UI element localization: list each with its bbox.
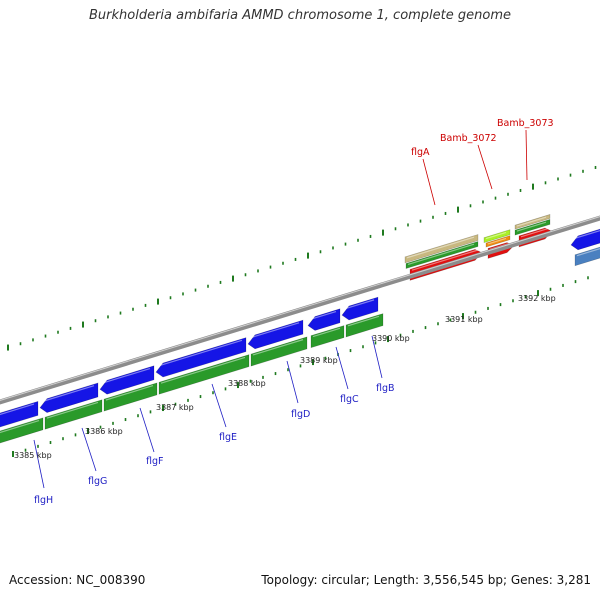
gene-bar-flgB-shine xyxy=(347,315,380,327)
cds-arrow-flgB-shine xyxy=(343,299,375,310)
gene-bar-flgF-shine xyxy=(105,385,154,401)
leader-line-flgC xyxy=(335,346,349,390)
misc-feature-bamb-3072-shine xyxy=(487,237,507,245)
accession-text: Accession: NC_008390 xyxy=(9,573,146,587)
gene-label-flgB[interactable]: flgB xyxy=(376,383,395,394)
gene-bar-flgD xyxy=(250,336,308,367)
gene-bar-flgE-shine xyxy=(160,356,246,384)
leader-line-flgA xyxy=(422,158,436,206)
gene-bar-flgH xyxy=(0,417,44,444)
cds-arrow-flgH-shine xyxy=(0,403,35,416)
cds-arrow-flgB xyxy=(341,296,379,321)
scale-label: 3389 kbp xyxy=(300,356,338,365)
gene-label-flgC[interactable]: flgC xyxy=(340,394,359,405)
gene-bar-flgA xyxy=(405,241,479,269)
genome-stats-text: Topology: circular; Length: 3,556,545 bp… xyxy=(261,573,591,587)
scale-label: 3391 kbp xyxy=(445,315,483,324)
cds-arrow-flgE-shine xyxy=(157,339,243,367)
scale-label: 3390 kbp xyxy=(372,334,410,343)
gene-bar-flgD-shine xyxy=(252,339,304,356)
cds-arrow-flgG xyxy=(39,382,99,413)
cds-arrow-flgE xyxy=(155,337,247,378)
leader-line-flgE xyxy=(211,383,227,428)
cds-arrow-flgC-shine xyxy=(309,310,337,321)
rrna-arrow-bamb-3073-shine xyxy=(520,227,549,238)
gene-bar-flgF xyxy=(103,382,158,412)
gene-bar-bamb-3073-shine xyxy=(516,221,547,232)
cds-arrow-flgD xyxy=(247,319,304,350)
cds-arrow-flgG-shine xyxy=(41,385,95,403)
gene-label-flgF[interactable]: flgF xyxy=(146,456,163,467)
gene-label-bamb-3072[interactable]: Bamb_3072 xyxy=(440,133,497,144)
misc-feature-flgA-shine xyxy=(406,236,475,259)
lower-tick-track xyxy=(12,276,589,458)
cds-arrow-flgC xyxy=(307,308,341,331)
gene-bar-flgG-shine xyxy=(46,401,99,419)
upper-tick-track xyxy=(7,165,597,351)
gene-label-flgH[interactable]: flgH xyxy=(34,495,53,506)
cds-arrow-next xyxy=(570,228,600,251)
label-leaders xyxy=(33,129,528,489)
gene-bar-bamb-3072 xyxy=(483,229,511,244)
leader-line-bamb-3072 xyxy=(477,144,493,190)
rrna-arrow-flgA-shine xyxy=(411,249,479,271)
gene-bar-next-shine xyxy=(576,247,600,257)
leader-line-flgB xyxy=(371,335,383,379)
misc-feature-bamb-3072 xyxy=(485,235,511,248)
gene-bar-flgC-shine xyxy=(312,327,341,338)
gene-bar-flgB xyxy=(345,313,384,338)
gene-bar-flgA-shine xyxy=(407,243,475,266)
chromosome-backbone-highlight xyxy=(0,216,600,401)
misc-feature-bamb-3073-shine xyxy=(516,216,547,227)
cds-arrow-flgF-shine xyxy=(101,367,151,384)
leader-line-flgF xyxy=(139,407,155,453)
cds-arrow-flgH xyxy=(0,400,39,428)
leader-line-flgH xyxy=(33,439,45,489)
leader-line-flgG xyxy=(81,427,97,472)
gene-bar-bamb-3073 xyxy=(514,219,551,236)
chromosome-backbone xyxy=(0,215,600,405)
scale-label: 3386 kbp xyxy=(85,427,123,436)
gene-label-flgD[interactable]: flgD xyxy=(291,409,310,420)
leader-line-flgD xyxy=(286,360,299,404)
scale-label: 3387 kbp xyxy=(156,403,194,412)
gene-bar-bamb-3072-shine xyxy=(485,231,507,240)
scale-label: 3388 kbp xyxy=(228,379,266,388)
cds-arrow-flgF xyxy=(99,365,155,395)
gene-bar-flgC xyxy=(310,325,345,349)
gene-bar-flgG xyxy=(44,399,103,430)
cds-arrow-next-shine xyxy=(572,229,600,240)
scale-label: 3392 kbp xyxy=(518,294,556,303)
gene-label-flgE[interactable]: flgE xyxy=(219,432,237,443)
map-title: Burkholderia ambifaria AMMD chromosome 1… xyxy=(88,8,512,23)
gene-label-bamb-3073[interactable]: Bamb_3073 xyxy=(497,118,554,129)
gene-bar-flgH-shine xyxy=(0,419,40,434)
cds-arrow-flgD-shine xyxy=(249,322,300,339)
gene-label-flgG[interactable]: flgG xyxy=(88,476,107,487)
misc-feature-flgA xyxy=(404,234,479,264)
gene-label-flgA[interactable]: flgA xyxy=(411,147,430,158)
misc-feature-bamb-3073 xyxy=(514,214,551,230)
scale-label: 3385 kbp xyxy=(14,451,52,460)
gene-bar-flgE xyxy=(158,354,250,395)
leader-line-bamb-3073 xyxy=(525,129,528,181)
